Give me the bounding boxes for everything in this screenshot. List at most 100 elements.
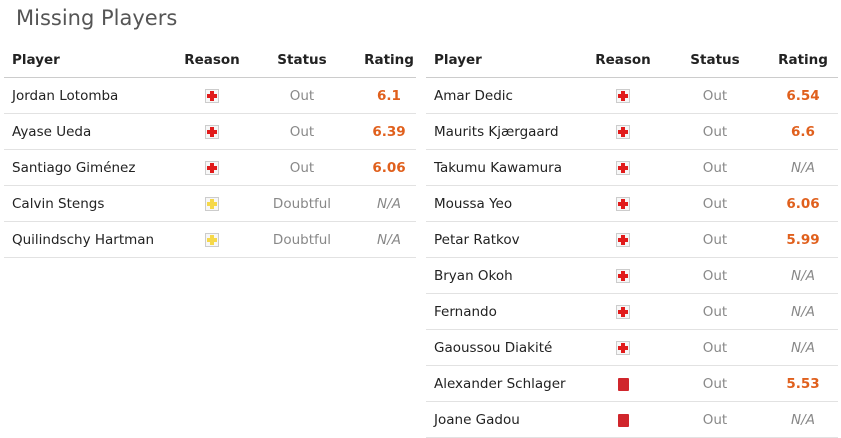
- table-row: Quilindschy Hartman Doubtful N/A: [4, 222, 416, 258]
- header-reason: Reason: [184, 52, 240, 68]
- rating: 6.1: [377, 88, 401, 104]
- status: Out: [702, 196, 728, 212]
- status: Out: [289, 124, 315, 140]
- reason-cell: [605, 222, 641, 258]
- injury-icon: [616, 341, 630, 355]
- doubtful-injury-icon: [205, 233, 219, 247]
- red-card-icon: [617, 377, 629, 391]
- table-row: Ayase Ueda Out 6.39: [4, 114, 416, 150]
- table-row: Joane Gadou Out N/A: [426, 402, 838, 438]
- reason-cell: [194, 150, 230, 186]
- doubtful-injury-icon: [205, 197, 219, 211]
- status: Out: [702, 412, 728, 428]
- rating: N/A: [791, 268, 815, 284]
- status: Out: [702, 232, 728, 248]
- table-row: Fernando Out N/A: [426, 294, 838, 330]
- section-title: Missing Players: [16, 6, 178, 30]
- table-header: Player Reason Status Rating: [426, 42, 838, 78]
- injury-icon: [616, 125, 630, 139]
- player-name[interactable]: Jordan Lotomba: [12, 88, 119, 104]
- rating: N/A: [791, 160, 815, 176]
- status: Out: [702, 160, 728, 176]
- status: Doubtful: [272, 232, 332, 248]
- player-name[interactable]: Alexander Schlager: [434, 376, 566, 392]
- rating: N/A: [791, 304, 815, 320]
- player-name[interactable]: Joane Gadou: [434, 412, 520, 428]
- status: Out: [289, 88, 315, 104]
- rating: 5.99: [786, 232, 820, 248]
- player-name[interactable]: Fernando: [434, 304, 497, 320]
- player-name[interactable]: Amar Dedic: [434, 88, 513, 104]
- reason-cell: [605, 294, 641, 330]
- player-name[interactable]: Santiago Giménez: [12, 160, 136, 176]
- reason-cell: [605, 366, 641, 402]
- reason-cell: [605, 114, 641, 150]
- reason-cell: [605, 402, 641, 438]
- player-name[interactable]: Quilindschy Hartman: [12, 232, 155, 248]
- rating: N/A: [377, 232, 401, 248]
- table-row: Amar Dedic Out 6.54: [426, 78, 838, 114]
- reason-cell: [605, 330, 641, 366]
- rating: N/A: [791, 412, 815, 428]
- reason-cell: [605, 186, 641, 222]
- injury-icon: [616, 161, 630, 175]
- player-name[interactable]: Maurits Kjærgaard: [434, 124, 559, 140]
- reason-cell: [194, 186, 230, 222]
- rating: 5.53: [786, 376, 820, 392]
- red-card-icon: [617, 413, 629, 427]
- missing-players-table-left: Player Reason Status Rating Jordan Lotom…: [4, 42, 416, 258]
- rating: 6.06: [372, 160, 406, 176]
- missing-players-table-right: Player Reason Status Rating Amar Dedic Ou…: [426, 42, 838, 438]
- injury-icon: [205, 125, 219, 139]
- player-name[interactable]: Moussa Yeo: [434, 196, 513, 212]
- status: Out: [702, 340, 728, 356]
- table-row: Alexander Schlager Out 5.53: [426, 366, 838, 402]
- status: Out: [702, 88, 728, 104]
- rating: 6.06: [786, 196, 820, 212]
- header-player: Player: [434, 52, 482, 68]
- rating: N/A: [377, 196, 401, 212]
- injury-icon: [616, 89, 630, 103]
- header-status: Status: [690, 52, 740, 68]
- status: Out: [702, 124, 728, 140]
- rating: 6.6: [791, 124, 815, 140]
- header-rating: Rating: [778, 52, 828, 68]
- status: Doubtful: [272, 196, 332, 212]
- rating: 6.54: [786, 88, 820, 104]
- header-player: Player: [12, 52, 60, 68]
- status: Out: [702, 304, 728, 320]
- injury-icon: [616, 197, 630, 211]
- player-name[interactable]: Gaoussou Diakité: [434, 340, 553, 356]
- rating: N/A: [791, 340, 815, 356]
- injury-icon: [616, 305, 630, 319]
- injury-icon: [616, 269, 630, 283]
- reason-cell: [605, 78, 641, 114]
- table-row: Jordan Lotomba Out 6.1: [4, 78, 416, 114]
- player-name[interactable]: Bryan Okoh: [434, 268, 513, 284]
- status: Out: [702, 376, 728, 392]
- reason-cell: [194, 114, 230, 150]
- table-header: Player Reason Status Rating: [4, 42, 416, 78]
- injury-icon: [205, 161, 219, 175]
- header-reason: Reason: [595, 52, 651, 68]
- table-row: Calvin Stengs Doubtful N/A: [4, 186, 416, 222]
- table-row: Maurits Kjærgaard Out 6.6: [426, 114, 838, 150]
- player-name[interactable]: Petar Ratkov: [434, 232, 520, 248]
- injury-icon: [616, 233, 630, 247]
- reason-cell: [605, 258, 641, 294]
- table-row: Takumu Kawamura Out N/A: [426, 150, 838, 186]
- header-rating: Rating: [364, 52, 414, 68]
- reason-cell: [194, 222, 230, 258]
- rating: 6.39: [372, 124, 406, 140]
- table-row: Santiago Giménez Out 6.06: [4, 150, 416, 186]
- table-row: Moussa Yeo Out 6.06: [426, 186, 838, 222]
- player-name[interactable]: Ayase Ueda: [12, 124, 92, 140]
- status: Out: [702, 268, 728, 284]
- player-name[interactable]: Calvin Stengs: [12, 196, 105, 212]
- table-row: Gaoussou Diakité Out N/A: [426, 330, 838, 366]
- injury-icon: [205, 89, 219, 103]
- reason-cell: [194, 78, 230, 114]
- status: Out: [289, 160, 315, 176]
- player-name[interactable]: Takumu Kawamura: [434, 160, 562, 176]
- header-status: Status: [277, 52, 327, 68]
